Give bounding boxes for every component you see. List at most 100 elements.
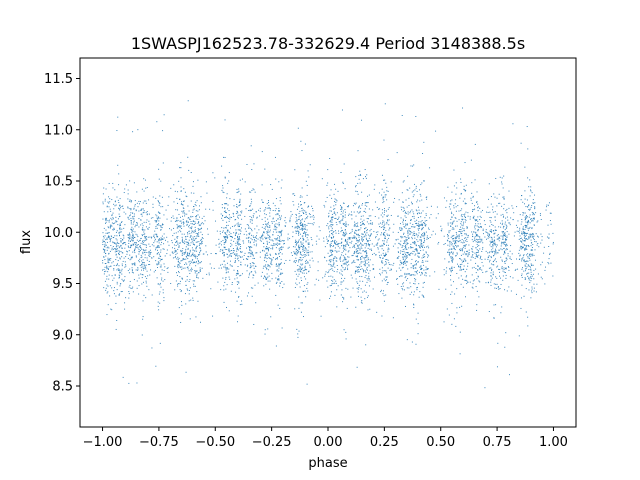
data-point [102, 201, 104, 203]
data-point [347, 261, 349, 263]
data-point [234, 260, 236, 262]
data-point [450, 270, 452, 272]
data-point [485, 250, 487, 252]
data-point [188, 243, 190, 245]
data-point [364, 260, 366, 262]
data-point [409, 293, 411, 295]
data-point [374, 201, 376, 203]
data-point [463, 251, 465, 253]
data-point [177, 243, 179, 245]
data-point [190, 216, 192, 218]
data-point [132, 237, 134, 239]
data-point [220, 213, 222, 215]
data-point [206, 273, 208, 275]
data-point [224, 210, 226, 212]
data-point [123, 227, 125, 229]
data-point [307, 205, 309, 207]
data-point [448, 237, 450, 239]
data-point [278, 225, 280, 227]
data-point [106, 241, 108, 243]
data-point [302, 225, 304, 227]
data-point [335, 188, 337, 190]
data-point [379, 268, 381, 270]
data-point [143, 251, 145, 253]
data-point [159, 260, 161, 262]
data-point [457, 241, 459, 243]
data-point [302, 238, 304, 240]
data-point [504, 232, 506, 234]
data-point [536, 244, 538, 246]
data-point [423, 231, 425, 233]
data-point [275, 239, 277, 241]
data-point [301, 150, 303, 152]
data-point [327, 252, 329, 254]
data-point [493, 230, 495, 232]
data-point [187, 255, 189, 257]
data-point [177, 242, 179, 244]
data-point [548, 237, 550, 239]
data-point [479, 219, 481, 221]
data-point [120, 221, 122, 223]
data-point [527, 227, 529, 229]
data-point [332, 276, 334, 278]
data-point [528, 236, 530, 238]
data-point [482, 248, 484, 250]
data-point [492, 271, 494, 273]
data-point [365, 256, 367, 258]
data-point [178, 307, 180, 309]
data-point [133, 218, 135, 220]
data-point [419, 239, 421, 241]
data-point [149, 249, 151, 251]
data-point [446, 200, 448, 202]
data-point [408, 254, 410, 256]
data-point [297, 242, 299, 244]
data-point [269, 257, 271, 259]
data-point [255, 237, 257, 239]
data-point [238, 240, 240, 242]
data-point [464, 260, 466, 262]
data-point [360, 218, 362, 220]
data-point [444, 258, 446, 260]
data-point [500, 312, 502, 314]
data-point [478, 239, 480, 241]
data-point [388, 248, 390, 250]
data-point [179, 216, 181, 218]
data-point [189, 279, 191, 281]
data-point [127, 216, 129, 218]
data-point [410, 252, 412, 254]
data-point [225, 267, 227, 269]
data-point [317, 261, 319, 263]
data-point [159, 284, 161, 286]
data-point [120, 250, 122, 252]
data-point [408, 273, 410, 275]
data-point [209, 263, 211, 265]
data-point [127, 198, 129, 200]
data-point [462, 260, 464, 262]
data-point [535, 212, 537, 214]
data-point [105, 229, 107, 231]
data-point [447, 244, 449, 246]
data-point [248, 256, 250, 258]
data-point [450, 251, 452, 253]
data-point [237, 273, 239, 275]
data-point [421, 246, 423, 248]
data-point [458, 266, 460, 268]
data-point [314, 284, 316, 286]
data-point [501, 231, 503, 233]
data-point [142, 229, 144, 231]
data-point [418, 223, 420, 225]
data-point [321, 178, 323, 180]
data-point [224, 207, 226, 209]
data-point [406, 256, 408, 258]
data-point [176, 220, 178, 222]
data-point [418, 256, 420, 258]
data-point [454, 203, 456, 205]
data-point [138, 274, 140, 276]
data-point [369, 222, 371, 224]
data-point [220, 249, 222, 251]
data-point [265, 283, 267, 285]
data-point [406, 242, 408, 244]
data-point [318, 226, 320, 228]
data-point [507, 219, 509, 221]
data-point [237, 235, 239, 237]
